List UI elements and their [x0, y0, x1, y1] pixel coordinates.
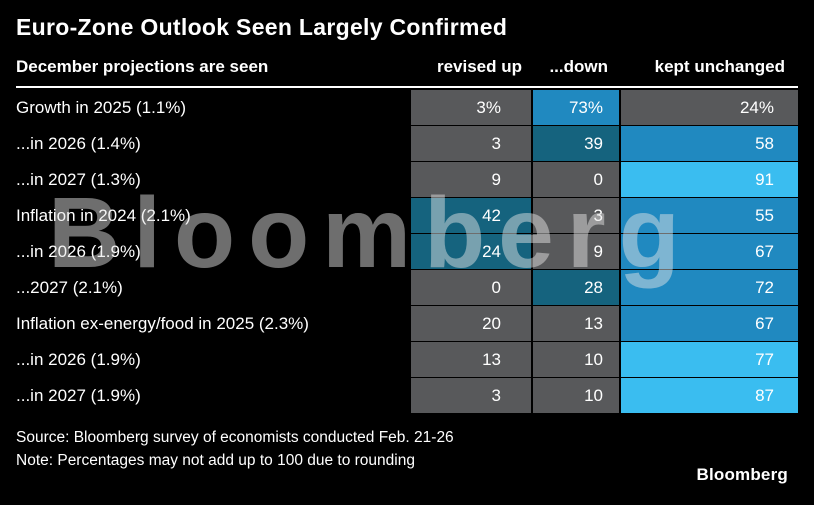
table-row: ...in 2026 (1.9%) 24 9 67	[16, 234, 798, 269]
cell-kept-unchanged: 24%	[621, 90, 798, 125]
table-row: ...in 2027 (1.3%) 9 0 91	[16, 162, 798, 197]
cell-revised-up: 3	[411, 378, 531, 413]
cell-kept-unchanged: 58	[621, 126, 798, 161]
cell-kept-unchanged: 91	[621, 162, 798, 197]
cell-kept-unchanged: 67	[621, 306, 798, 341]
cell-down: 28	[533, 270, 619, 305]
row-label: ...in 2026 (1.4%)	[16, 133, 141, 153]
table-row: ...2027 (2.1%) 0 28 72	[16, 270, 798, 305]
cell-kept-unchanged: 67	[621, 234, 798, 269]
table-header-row: December projections are seen revised up…	[16, 57, 798, 88]
table-row: ...in 2026 (1.4%) 3 39 58	[16, 126, 798, 161]
table-row: Inflation ex-energy/food in 2025 (2.3%) …	[16, 306, 798, 341]
cell-revised-up: 42	[411, 198, 531, 233]
cell-revised-up: 9	[411, 162, 531, 197]
bloomberg-logo: Bloomberg	[696, 465, 788, 484]
row-label: ...2027 (2.1%)	[16, 277, 123, 297]
row-label: Growth in 2025 (1.1%)	[16, 97, 187, 117]
cell-kept-unchanged: 55	[621, 198, 798, 233]
table-row: ...in 2027 (1.9%) 3 10 87	[16, 378, 798, 413]
row-label: ...in 2026 (1.9%)	[16, 349, 141, 369]
cell-down: 10	[533, 342, 619, 377]
cell-down: 3	[533, 198, 619, 233]
row-label: ...in 2026 (1.9%)	[16, 241, 141, 261]
footer-notes: Source: Bloomberg survey of economists c…	[16, 426, 798, 472]
table-body: Growth in 2025 (1.1%) 3% 73% 24% ...in 2…	[16, 90, 798, 413]
cell-down: 9	[533, 234, 619, 269]
cell-revised-up: 3%	[411, 90, 531, 125]
rounding-note: Note: Percentages may not add up to 100 …	[16, 452, 415, 469]
chart-title: Euro-Zone Outlook Seen Largely Confirmed	[16, 14, 508, 40]
column-header-kept-unchanged: kept unchanged	[654, 57, 785, 76]
column-header-down: ...down	[549, 57, 608, 76]
cell-down: 0	[533, 162, 619, 197]
cell-revised-up: 13	[411, 342, 531, 377]
cell-revised-up: 0	[411, 270, 531, 305]
table-row: ...in 2026 (1.9%) 13 10 77	[16, 342, 798, 377]
column-header-revised-up: revised up	[436, 57, 522, 76]
row-label: Inflation in 2024 (2.1%)	[16, 205, 191, 225]
row-label: ...in 2027 (1.9%)	[16, 385, 141, 405]
cell-down: 10	[533, 378, 619, 413]
cell-down: 39	[533, 126, 619, 161]
row-label: ...in 2027 (1.3%)	[16, 169, 141, 189]
column-header-projections: December projections are seen	[16, 57, 269, 76]
source-note: Source: Bloomberg survey of economists c…	[16, 429, 454, 446]
cell-down: 73%	[533, 90, 619, 125]
cell-revised-up: 20	[411, 306, 531, 341]
cell-revised-up: 24	[411, 234, 531, 269]
cell-kept-unchanged: 72	[621, 270, 798, 305]
cell-kept-unchanged: 87	[621, 378, 798, 413]
row-label: Inflation ex-energy/food in 2025 (2.3%)	[16, 313, 309, 333]
table-row: Growth in 2025 (1.1%) 3% 73% 24%	[16, 90, 798, 125]
cell-down: 13	[533, 306, 619, 341]
cell-revised-up: 3	[411, 126, 531, 161]
cell-kept-unchanged: 77	[621, 342, 798, 377]
table-row: Inflation in 2024 (2.1%) 42 3 55	[16, 198, 798, 233]
